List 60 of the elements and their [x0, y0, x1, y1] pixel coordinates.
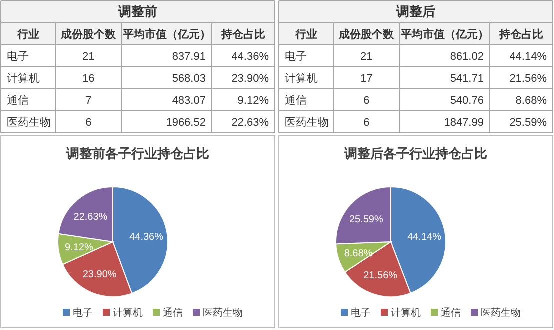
data-label: 21.56%	[510, 73, 548, 85]
data-label: 44.36%	[232, 51, 270, 63]
data-label: 540.76	[450, 95, 484, 107]
text: 成份股个数	[338, 28, 396, 41]
category-label: 电子	[7, 50, 29, 63]
legend-label: 电子	[73, 307, 93, 319]
chart-title: 调整后各子行业持仓占比	[344, 146, 488, 161]
data-label: 44.14%	[510, 51, 548, 63]
data-label: 17	[360, 73, 373, 85]
data-label: 8.68%	[344, 248, 373, 260]
data-label: 25.59%	[349, 214, 384, 226]
data-label: 25.59%	[510, 117, 548, 129]
data-label: 8.68%	[516, 95, 548, 107]
data-label: 6	[364, 117, 370, 129]
category-label: 计算机	[285, 72, 318, 85]
data-label: 9.12%	[65, 242, 94, 254]
legend-label: 医药生物	[481, 307, 521, 319]
text: 调整后	[396, 4, 436, 19]
data-label: 44.36%	[130, 232, 164, 243]
data-label: 22.63%	[232, 117, 270, 129]
legend-label: 医药生物	[203, 307, 243, 319]
category-label: 电子	[285, 50, 307, 63]
category-label: 医药生物	[7, 116, 51, 129]
text: 调整前	[118, 4, 158, 19]
data-label: 1966.52	[166, 117, 206, 129]
data-label: 1847.99	[444, 117, 484, 129]
legend-label: 计算机	[391, 307, 421, 319]
data-label: 44.14%	[408, 232, 442, 243]
data-label: 6	[86, 117, 92, 129]
category-label: 通信	[285, 94, 307, 107]
data-label: 568.03	[172, 73, 206, 85]
category-label: 计算机	[7, 72, 40, 85]
data-label: 21.56%	[364, 270, 398, 282]
text: 行业	[294, 28, 318, 41]
text: 平均市值（亿元）	[400, 28, 489, 41]
data-label: 483.07	[172, 95, 206, 107]
text: 成份股个数	[60, 28, 118, 41]
data-label: 861.02	[450, 51, 484, 63]
data-label: 23.90%	[232, 73, 270, 85]
data-label: 23.90%	[82, 269, 117, 280]
data-label: 837.91	[172, 51, 206, 63]
text: 平均市值（亿元）	[122, 28, 211, 41]
data-label: 16	[82, 73, 95, 85]
data-label: 21	[82, 51, 95, 63]
text: 持仓占比	[220, 28, 266, 41]
data-label: 541.71	[450, 73, 484, 85]
legend-label: 通信	[163, 307, 183, 319]
data-label: 22.63%	[74, 212, 108, 224]
data-label: 7	[86, 95, 92, 107]
data-label: 9.12%	[238, 95, 270, 107]
data-label: 21	[360, 51, 373, 63]
chart-title: 调整前各子行业持仓占比	[66, 146, 210, 161]
legend-label: 通信	[441, 307, 461, 319]
text: 行业	[16, 28, 40, 41]
text: 持仓占比	[498, 28, 544, 41]
data-label: 6	[364, 95, 370, 107]
legend-label: 计算机	[113, 307, 143, 319]
category-label: 医药生物	[285, 116, 329, 129]
legend-label: 电子	[351, 307, 371, 319]
category-label: 通信	[7, 94, 29, 107]
